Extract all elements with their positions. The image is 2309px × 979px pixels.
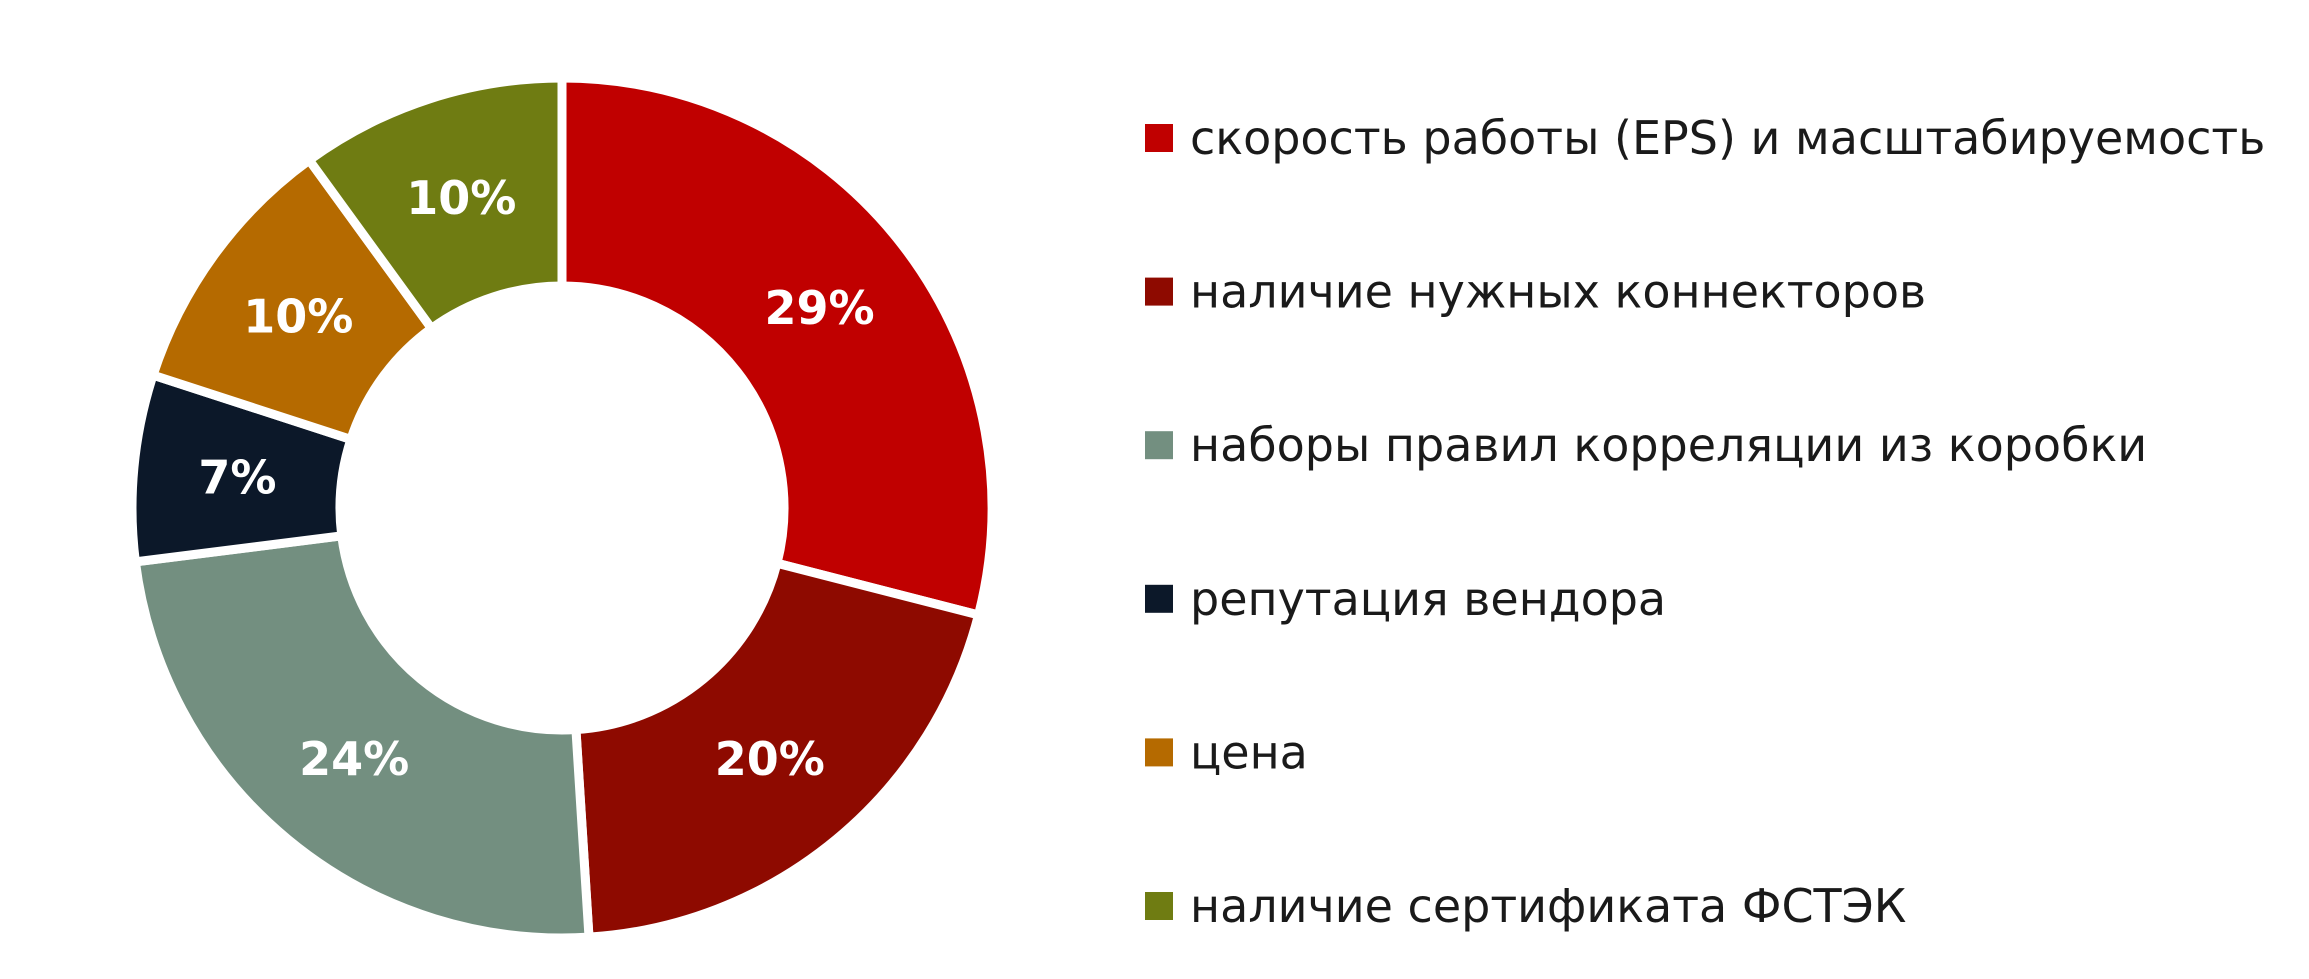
legend-label: репутация вендора [1190,572,1666,626]
legend-label: наличие сертификата ФСТЭК [1190,879,1906,933]
donut-slice [557,73,997,621]
data-label: 24% [299,732,409,786]
legend-swatch [1145,277,1173,306]
legend-swatch [1145,124,1173,152]
legend-swatch [1145,584,1173,613]
legend-label: наличие нужных коннекторов [1190,265,1926,319]
donut-slice [130,530,594,943]
data-label: 29% [765,281,875,335]
legend-label: цена [1190,725,1308,779]
donut-slice [571,557,984,942]
data-label: 10% [406,171,516,225]
legend-label: скорость работы (EPS) и масштабируемость [1190,111,2265,165]
legend-swatch [1145,738,1173,767]
legend-swatch [1145,892,1173,920]
data-label: 7% [198,450,276,504]
donut-slice [302,73,567,335]
legend-swatch [1145,431,1173,460]
data-label: 20% [715,732,825,786]
legend-label: наборы правил корреляции из коробки [1190,418,2147,472]
data-label: 10% [243,289,353,343]
